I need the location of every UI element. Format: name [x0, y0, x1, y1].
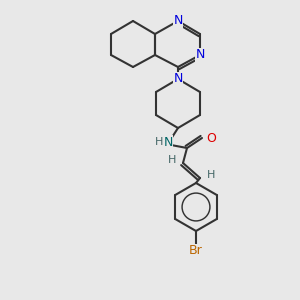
- Text: H: H: [155, 137, 163, 147]
- Text: N: N: [195, 49, 205, 62]
- Text: N: N: [173, 14, 183, 28]
- Text: Br: Br: [189, 244, 203, 257]
- Text: O: O: [206, 131, 216, 145]
- Text: N: N: [163, 136, 173, 148]
- Text: N: N: [173, 73, 183, 85]
- Text: H: H: [207, 170, 215, 180]
- Text: H: H: [168, 155, 176, 165]
